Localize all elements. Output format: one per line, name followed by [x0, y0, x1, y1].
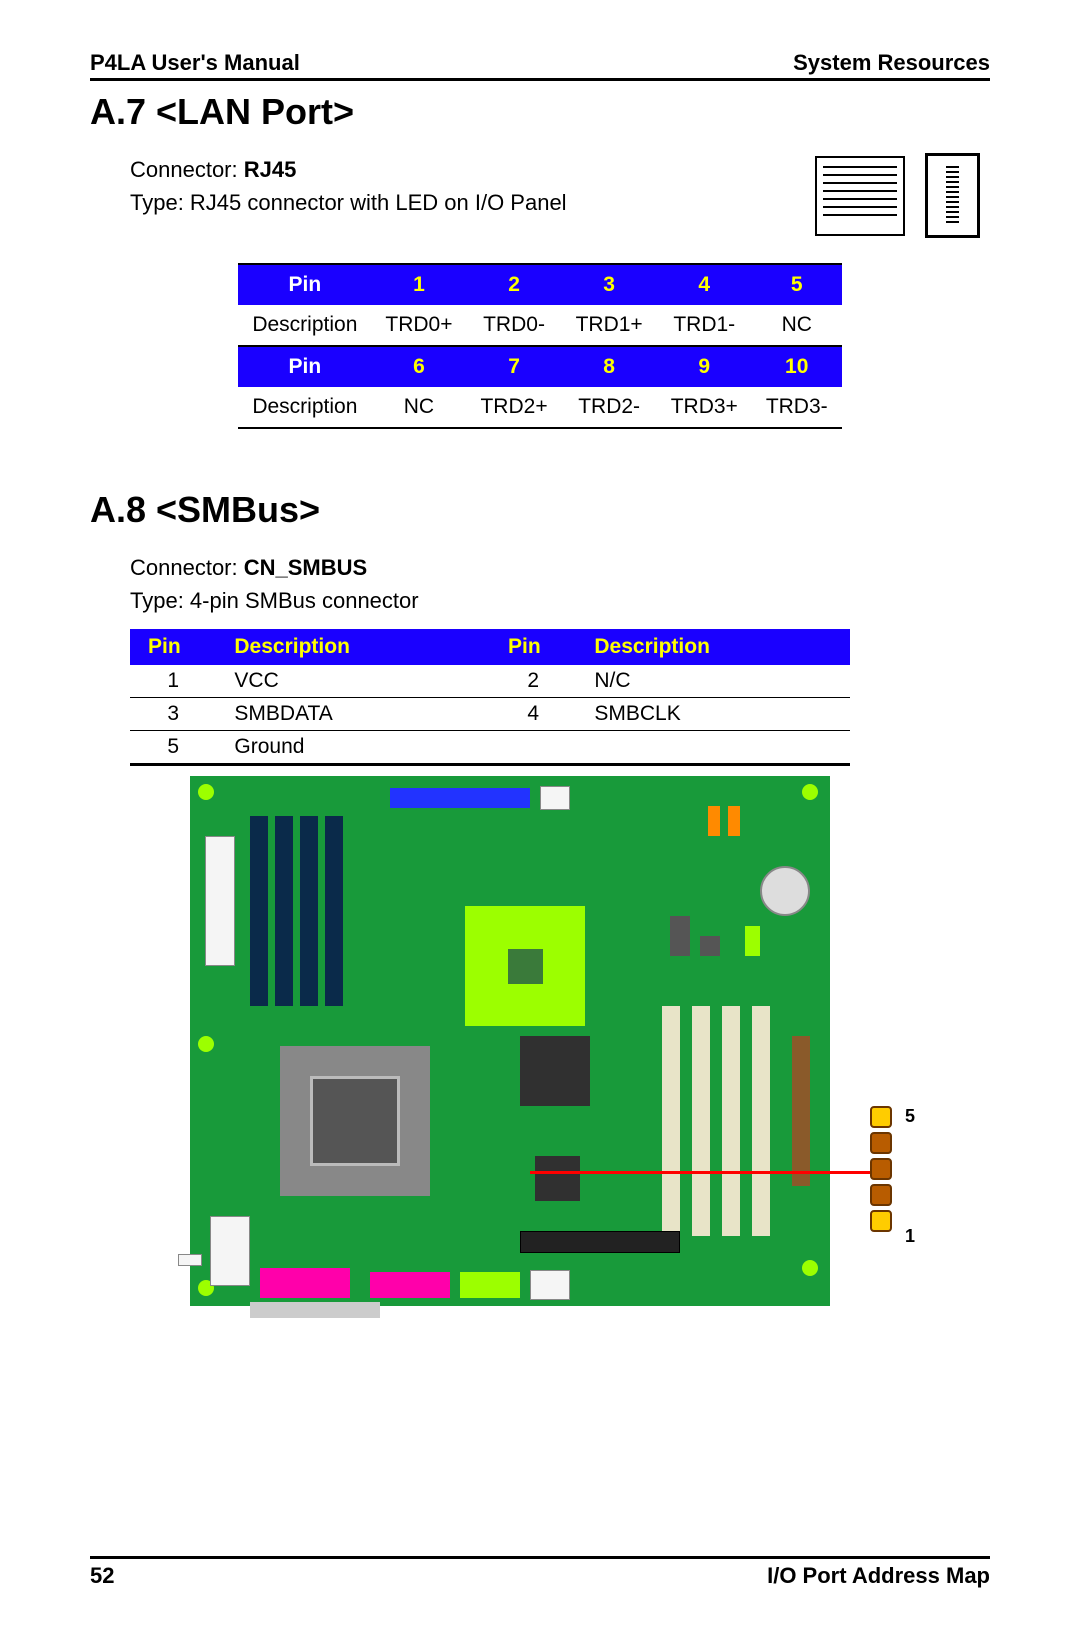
lan-connector-block: Connector: RJ45 Type: RJ45 connector wit… [90, 153, 990, 238]
agp-slot-icon [792, 1036, 810, 1186]
pin-icon [870, 1132, 892, 1154]
pin-icon [870, 1158, 892, 1180]
rear-io-icon [530, 1270, 570, 1300]
page-number: 52 [90, 1563, 114, 1589]
chip-icon [670, 916, 690, 956]
section-a8-title: A.8 <SMBus> [90, 489, 990, 531]
desc-header: Description [238, 305, 371, 346]
section-a7-title: A.7 <LAN Port> [90, 91, 990, 133]
header-icon [728, 806, 740, 836]
footer-title: I/O Port Address Map [767, 1563, 990, 1589]
northbridge-icon [465, 906, 585, 1026]
connector-type: Type: 4-pin SMBus connector [130, 584, 990, 617]
table-row: Pin Description Pin Description [130, 629, 850, 665]
lan-connector-text: Connector: RJ45 Type: RJ45 connector wit… [90, 153, 567, 219]
table-row: Description NC TRD2+ TRD2- TRD3+ TRD3- [238, 387, 841, 428]
mount-hole-icon [198, 784, 214, 800]
page-footer: 52 I/O Port Address Map [90, 1556, 990, 1589]
smbus-table: Pin Description Pin Description 1 VCC 2 … [130, 629, 850, 766]
rear-io-icon [370, 1272, 450, 1298]
motherboard-diagram: 5 1 [90, 776, 990, 1306]
chip-icon [535, 1156, 580, 1201]
atx-power-icon [205, 836, 235, 966]
manual-title: P4LA User's Manual [90, 50, 300, 76]
mount-hole-icon [802, 784, 818, 800]
table-row: Description TRD0+ TRD0- TRD1+ TRD1- NC [238, 305, 841, 346]
pin-icon [870, 1106, 892, 1128]
bios-chip-icon [520, 1231, 680, 1253]
tab-icon [178, 1254, 202, 1266]
rear-io-icon [460, 1272, 520, 1298]
lan-pinout-table: Pin 1 2 3 4 5 Description TRD0+ TRD0- TR… [238, 263, 841, 429]
pci-slot-icon [692, 1006, 710, 1236]
page-header: P4LA User's Manual System Resources [90, 50, 990, 81]
connector-label: Connector: [130, 157, 244, 182]
pci-slot-icon [752, 1006, 770, 1236]
connector-type: Type: RJ45 connector with LED on I/O Pan… [130, 186, 567, 219]
table-row: Pin 1 2 3 4 5 [238, 264, 841, 305]
callout-label-bottom: 1 [905, 1226, 915, 1247]
header-icon [745, 926, 760, 956]
smbus-connector-text: Connector: CN_SMBUS Type: 4-pin SMBus co… [90, 551, 990, 617]
smbus-connector-callout [870, 1106, 892, 1232]
header-icon [540, 786, 570, 810]
callout-line [530, 1171, 890, 1174]
bracket-icon [250, 1302, 380, 1318]
connector-name: CN_SMBUS [244, 555, 367, 580]
chapter-title: System Resources [793, 50, 990, 76]
rj45-front-icon [925, 153, 980, 238]
mount-hole-icon [802, 1260, 818, 1276]
table-row: Pin 6 7 8 9 10 [238, 346, 841, 387]
header-icon [708, 806, 720, 836]
callout-label-top: 5 [905, 1106, 915, 1127]
dimm-slot-icon [275, 816, 293, 1006]
pin-header: Pin [238, 346, 371, 387]
rj45-icons [815, 153, 990, 238]
table-row: 5 Ground [130, 731, 850, 765]
dimm-slot-icon [325, 816, 343, 1006]
io-connector-icon [210, 1216, 250, 1286]
pci-slot-icon [722, 1006, 740, 1236]
motherboard-pcb [190, 776, 830, 1306]
pin-icon [870, 1184, 892, 1206]
dimm-slot-icon [300, 816, 318, 1006]
connector-label: Connector: [130, 555, 244, 580]
cmos-battery-icon [760, 866, 810, 916]
ide-connector-icon [390, 788, 530, 808]
chip-icon [700, 936, 720, 956]
pin-header: Pin [238, 264, 371, 305]
pin-icon [870, 1210, 892, 1232]
pci-slot-icon [662, 1006, 680, 1236]
dimm-slot-icon [250, 816, 268, 1006]
rear-io-icon [260, 1268, 350, 1298]
southbridge-icon [520, 1036, 590, 1106]
table-row: 1 VCC 2 N/C [130, 665, 850, 698]
cpu-socket-icon [280, 1046, 430, 1196]
mount-hole-icon [198, 1036, 214, 1052]
desc-header: Description [238, 387, 371, 428]
connector-name: RJ45 [244, 157, 297, 182]
rj45-side-icon [815, 156, 905, 236]
table-row: 3 SMBDATA 4 SMBCLK [130, 698, 850, 731]
cpu-inner-icon [310, 1076, 400, 1166]
